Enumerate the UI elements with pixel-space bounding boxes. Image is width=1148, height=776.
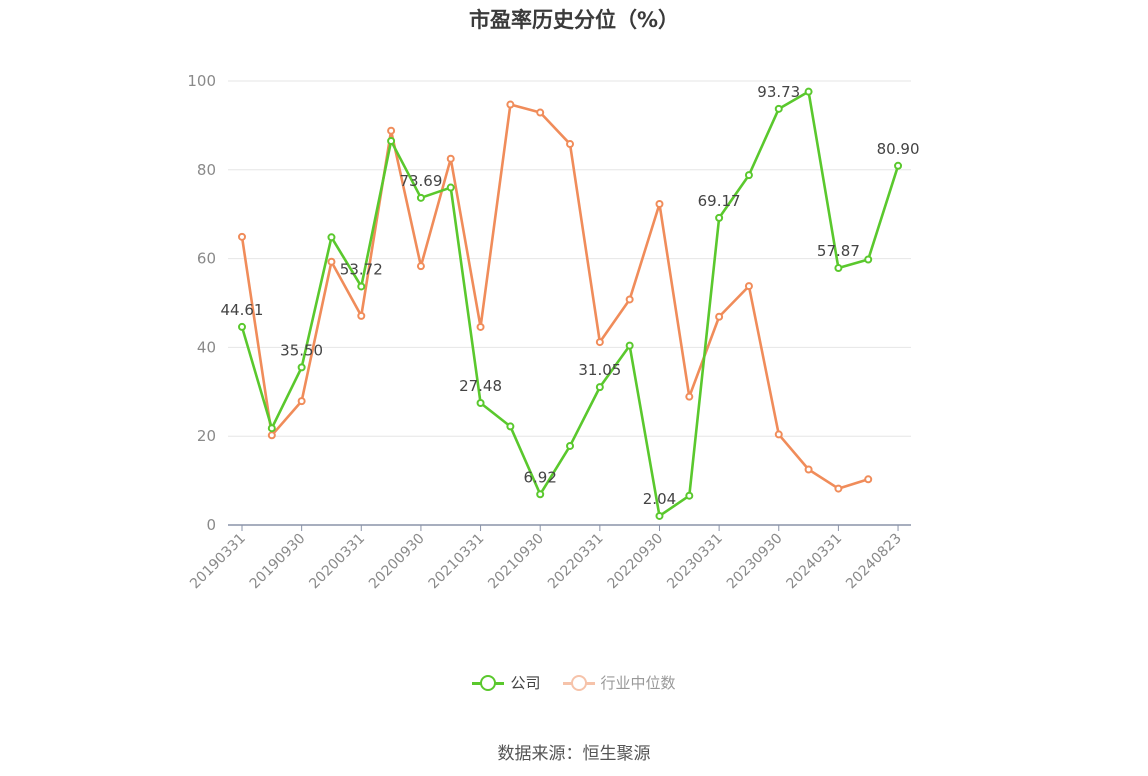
legend-label-industry: 行业中位数 [600, 674, 676, 692]
data-point [744, 171, 753, 180]
data-label: 6.92 [523, 468, 556, 486]
data-point [595, 383, 604, 392]
data-point [416, 262, 425, 271]
data-point [625, 341, 634, 350]
line-chart: 0 20 40 60 80 100 2019033120190930202003312020… [187, 72, 920, 593]
data-point [297, 363, 306, 372]
x-tick-label: 20240823 [843, 531, 905, 593]
data-point [566, 441, 575, 450]
x-tick-label: 20220331 [545, 531, 607, 593]
data-label: 80.90 [877, 140, 920, 158]
legend-label-company: 公司 [510, 674, 541, 692]
data-point [715, 312, 724, 321]
x-tick-label: 20190331 [187, 531, 249, 593]
data-point [536, 108, 545, 117]
data-point [715, 213, 724, 222]
data-point [774, 430, 783, 439]
x-tick-label: 20210331 [426, 531, 488, 593]
data-label: 57.87 [817, 242, 860, 260]
data-point [387, 136, 396, 145]
legend-marker-company [472, 674, 505, 691]
data-point [506, 100, 515, 109]
data-point [357, 311, 366, 320]
data-point [506, 422, 515, 431]
data-point [446, 183, 455, 192]
legend: 公司 行业中位数 [0, 672, 1148, 693]
x-tick-label: 20190930 [247, 531, 309, 593]
data-label: 31.05 [578, 361, 621, 379]
data-label: 44.61 [221, 301, 264, 319]
data-point [416, 193, 425, 202]
data-point [685, 491, 694, 500]
data-point [655, 511, 664, 520]
data-point [387, 126, 396, 135]
x-tick-label: 20200331 [306, 531, 368, 593]
data-point [476, 398, 485, 407]
data-point [446, 154, 455, 163]
data-point [297, 397, 306, 406]
x-tick-label: 20220930 [605, 531, 667, 593]
x-tick-label: 20200930 [366, 531, 428, 593]
data-point [834, 264, 843, 273]
data-point [476, 322, 485, 331]
legend-marker-industry [562, 674, 595, 691]
x-tick-label: 20240331 [784, 531, 846, 593]
data-point [655, 199, 664, 208]
source-note: 数据来源：恒生聚源 [497, 744, 651, 764]
data-point [267, 424, 276, 433]
legend-item-industry[interactable]: 行业中位数 [562, 672, 676, 693]
y-tick-label: 60 [197, 250, 216, 268]
data-point [238, 232, 246, 241]
data-label: 53.72 [340, 260, 383, 278]
data-point [804, 87, 813, 96]
x-tick-label: 20210930 [485, 531, 547, 593]
legend-item-company[interactable]: 公司 [472, 672, 541, 693]
y-tick-label: 40 [197, 338, 216, 356]
data-point [625, 295, 634, 304]
data-point [357, 282, 366, 291]
data-point [327, 233, 336, 242]
data-point [864, 255, 873, 264]
data-label: 27.48 [459, 377, 502, 395]
x-tick-label: 20230331 [664, 531, 726, 593]
data-point [595, 338, 604, 347]
y-tick-label: 20 [197, 427, 216, 445]
data-label: 93.73 [757, 83, 800, 101]
chart-title: 市盈率历史分位（%） [468, 8, 680, 32]
x-tick-label: 20230930 [724, 531, 786, 593]
data-point [238, 322, 246, 331]
data-point [774, 104, 783, 113]
data-label: 35.50 [280, 341, 323, 359]
data-point [327, 257, 336, 266]
data-point [536, 490, 545, 499]
data-point [566, 140, 575, 149]
data-point [834, 484, 843, 493]
data-point [685, 392, 694, 401]
data-label: 73.69 [399, 172, 442, 190]
data-point [267, 431, 276, 440]
data-point [864, 475, 873, 484]
y-tick-label: 0 [206, 516, 216, 534]
data-point [744, 282, 753, 291]
series-line-industry [240, 103, 869, 490]
y-tick-label: 100 [187, 72, 216, 90]
y-tick-label: 80 [197, 161, 216, 179]
data-label: 69.17 [698, 192, 741, 210]
series-line-company [240, 90, 900, 518]
data-label: 2.04 [643, 490, 676, 508]
data-point [804, 465, 813, 474]
data-point [894, 161, 903, 170]
